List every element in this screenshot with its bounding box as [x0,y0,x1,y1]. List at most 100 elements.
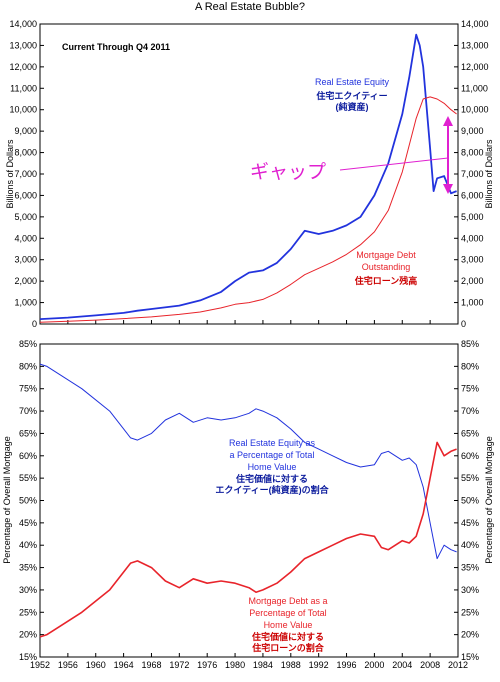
bottom-ytick-label-right: 25% [461,607,479,617]
top-panel-note: Current Through Q4 2011 [62,42,170,52]
bottom-ytick-label-right: 80% [461,361,479,371]
top-ytick-label-right: 6,000 [461,190,484,200]
bottom-ytick-label-right: 70% [461,406,479,416]
bottom-ytick-label-left: 60% [19,451,37,461]
top-ytick-label-right: 4,000 [461,233,484,243]
xtick-label: 1996 [337,660,357,670]
xtick-label: 1956 [58,660,78,670]
bottom-ytick-label-right: 60% [461,451,479,461]
top-ytick-label-right: 12,000 [461,62,489,72]
top-ytick-label-left: 13,000 [9,40,37,50]
bottom-axis-ticks: 15% 15% 20% 20% 25% 25% 30% 30% 35% 35% 40% 40% 45% 4… [19,339,479,670]
xtick-label: 1960 [86,660,106,670]
equity-series-label-jp-2: (純資産) [336,101,369,112]
bottom-ytick-label-right: 45% [461,518,479,528]
xtick-label: 1988 [281,660,301,670]
bottom-ytick-label-left: 35% [19,563,37,573]
bottom-ytick-label-right: 50% [461,496,479,506]
top-plot-frame [39,23,459,325]
xtick-label: 1976 [197,660,217,670]
bottom-ytick-label-left: 65% [19,428,37,438]
bottom-plot-frame [39,343,459,658]
equity-pct-line [39,363,457,560]
bottom-ytick-label-right: 65% [461,428,479,438]
debt-pct-label-jp-2: 住宅ローンの割合 [252,642,325,653]
bottom-ytick-label-left: 40% [19,540,37,550]
bottom-ytick-label-right: 40% [461,540,479,550]
equity-series-label-jp: 住宅エクイティー [316,90,387,101]
debt-series-label-1: Mortgage Debt [356,250,416,260]
chart-title: A Real Estate Bubble? [195,1,305,13]
bottom-ytick-label-left: 45% [19,518,37,528]
bottom-ytick-label-left: 15% [19,652,37,662]
equity-pct-label-2: a Percentage of Total [230,450,315,460]
top-ytick-label-right: 13,000 [461,40,489,50]
bottom-ytick-label-left: 80% [19,361,37,371]
top-ytick-label-right: 1,000 [461,298,484,308]
top-axis-ticks: 0 0 1,000 1,000 2,000 2,000 3,000 3,000 4,000 4,0… [9,19,488,329]
debt-pct-label-jp-1: 住宅価値に対する [252,631,324,642]
debt-pct-label-3: Home Value [264,620,313,630]
top-ytick-label-left: 4,000 [14,233,37,243]
equity-pct-label-jp-1: 住宅価値に対する [236,473,308,484]
top-ytick-label-right: 8,000 [461,148,484,158]
debt-pct-label-2: Percentage of Total [249,608,326,618]
equity-pct-label-jp-2: エクイティー(純資産)の割合 [215,484,329,495]
top-ytick-label-left: 0 [32,319,37,329]
equity-pct-label-1: Real Estate Equity as [229,438,316,448]
xtick-label: 2000 [364,660,384,670]
top-ytick-label-left: 10,000 [9,105,37,115]
gap-arrow-head-up [443,116,453,126]
bottom-ytick-label-left: 50% [19,496,37,506]
bottom-ytick-label-left: 55% [19,473,37,483]
debt-series-label-jp: 住宅ローン残高 [355,275,418,286]
debt-pct-label-1: Mortgage Debt as a [248,596,327,606]
top-ytick-label-right: 11,000 [461,83,488,93]
equity-line [39,33,457,320]
top-right-ylabel: Billions of Dollars [484,139,494,209]
gap-annotation-label: ギャップ [250,161,326,183]
top-ytick-label-left: 6,000 [14,190,37,200]
top-ytick-label-left: 11,000 [10,83,37,93]
top-ytick-label-left: 3,000 [14,255,37,265]
xtick-label: 1972 [169,660,189,670]
xtick-label: 1952 [30,660,50,670]
xtick-label: 1980 [225,660,245,670]
xtick-label: 2004 [392,660,412,670]
top-left-ylabel: Billions of Dollars [5,139,15,209]
debt-pct-line [39,441,457,638]
top-ytick-label-left: 8,000 [14,148,37,158]
top-ytick-label-left: 1,000 [14,298,37,308]
bottom-right-ylabel: Percentage of Overall Mortgage [484,436,494,564]
xtick-label: 1964 [114,660,134,670]
top-ytick-label-right: 9,000 [461,126,484,136]
xtick-label: 2008 [420,660,440,670]
bottom-ytick-label-left: 70% [19,406,37,416]
bottom-ytick-label-left: 75% [19,384,37,394]
debt-series-label-2: Outstanding [362,262,411,272]
xtick-label: 1992 [309,660,329,670]
top-ytick-label-right: 14,000 [461,19,489,29]
gap-annotation-line [339,157,449,171]
bottom-ytick-label-right: 30% [461,585,479,595]
bottom-ytick-label-left: 25% [19,607,37,617]
bottom-ytick-label-right: 75% [461,384,479,394]
bottom-left-ylabel: Percentage of Overall Mortgage [2,436,12,564]
top-ytick-label-left: 9,000 [14,126,37,136]
bottom-ytick-label-left: 20% [19,630,37,640]
bottom-ytick-label-right: 35% [461,563,479,573]
series-layer [39,33,457,638]
mortgage-debt-line [39,96,457,323]
equity-series-label: Real Estate Equity [315,77,390,87]
bottom-ytick-label-right: 85% [461,339,479,349]
bottom-ytick-label-right: 20% [461,630,479,640]
top-ytick-label-right: 10,000 [461,105,489,115]
top-ytick-label-right: 5,000 [461,212,484,222]
top-ytick-label-left: 7,000 [14,169,37,179]
equity-pct-label-3: Home Value [248,462,297,472]
top-ytick-label-left: 2,000 [14,276,37,286]
top-ytick-label-left: 5,000 [14,212,37,222]
xtick-label: 1968 [141,660,161,670]
top-ytick-label-right: 3,000 [461,255,484,265]
